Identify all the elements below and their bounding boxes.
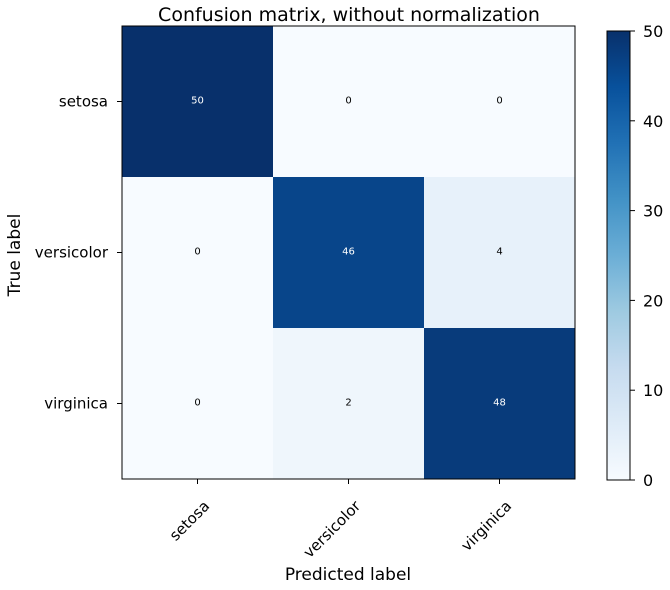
heatmap-cell-versicolor-setosa [122,177,274,329]
cell-value-label: 2 [345,398,351,409]
heatmap-cell-versicolor-virginica [424,177,576,329]
cell-value-label: 0 [496,96,502,107]
colorbar-tick-label: 10 [643,381,663,400]
heatmap-cells [122,26,576,480]
heatmap-cell-setosa-versicolor [273,26,425,178]
x-tick-label-versicolor: versicolor [300,496,365,561]
heatmap-cell-versicolor-versicolor [273,177,425,329]
chart-title: Confusion matrix, without normalization [158,4,540,26]
heatmap-cell-labels: 50 0 0 0 46 4 0 2 48 [191,96,506,409]
heatmap-cell-virginica-versicolor [273,328,425,480]
cell-value-label: 48 [493,398,506,409]
y-tick-labels: setosa versicolor virginica [35,93,122,413]
x-tick-labels: setosa versicolor virginica [166,479,515,562]
y-tick-label-versicolor: versicolor [35,244,109,262]
colorbar-tick-label: 20 [643,291,663,310]
cell-value-label: 46 [342,247,355,258]
y-tick-label-setosa: setosa [59,93,108,111]
heatmap-cell-virginica-setosa [122,328,274,480]
heatmap-cell-setosa-setosa [122,26,274,178]
colorbar-tick-label: 0 [643,471,653,490]
y-tick-label-virginica: virginica [44,395,108,413]
cell-value-label: 50 [191,96,204,107]
cell-value-label: 0 [194,247,200,258]
cell-value-label: 0 [194,398,200,409]
heatmap-cell-setosa-virginica [424,26,576,178]
x-axis-label: Predicted label [285,565,411,585]
cell-value-label: 0 [345,96,351,107]
colorbar [606,30,631,481]
colorbar-tick-label: 40 [643,112,663,131]
colorbar-tick-label: 50 [643,22,663,41]
x-tick-label-setosa: setosa [166,497,213,544]
x-tick-label-virginica: virginica [457,497,515,555]
cell-value-label: 4 [496,247,502,258]
colorbar-ticks: 0 10 20 30 40 50 [630,22,663,490]
y-axis-label: True label [5,214,25,298]
heatmap-cell-virginica-virginica [424,328,576,480]
colorbar-tick-label: 30 [643,202,663,221]
